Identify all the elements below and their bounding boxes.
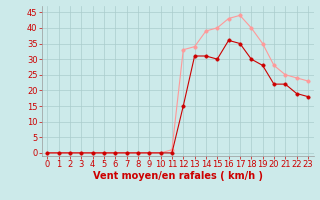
X-axis label: Vent moyen/en rafales ( km/h ): Vent moyen/en rafales ( km/h ) <box>92 171 263 181</box>
